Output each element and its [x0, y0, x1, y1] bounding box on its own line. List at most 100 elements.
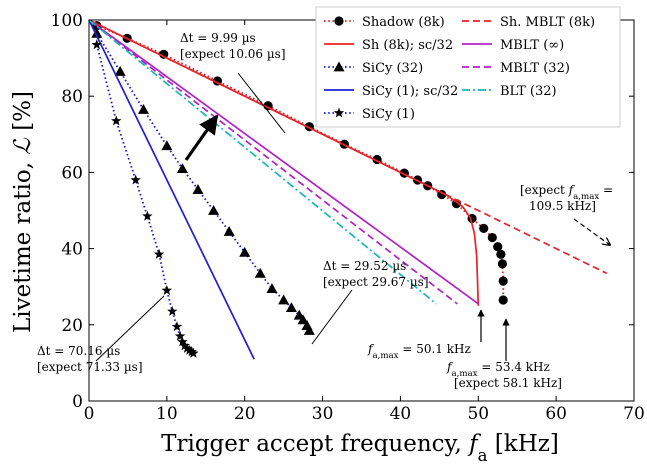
data-point [181, 342, 193, 353]
legend-label: MBLT (∞) [500, 38, 564, 53]
annotation-pointer-0 [184, 114, 219, 161]
data-point [138, 104, 149, 114]
data-point [239, 246, 251, 257]
data-point [91, 39, 103, 50]
data-point [161, 285, 173, 295]
series-line-2 [96, 32, 311, 331]
y-axis-label-text: Livetime ratio, ℒ [%] [10, 91, 36, 333]
annotation-layer: Δt = 9.99 µs [expect 10.06 µs] Δt = 29.52 … [37, 31, 613, 390]
annotation-line: fa,max = 50.1 kHz [367, 342, 471, 361]
data-point [208, 205, 220, 215]
data-point [114, 65, 126, 76]
data-point [167, 305, 178, 316]
x-tick-label: 10 [156, 404, 178, 424]
x-tick-label: 20 [234, 404, 256, 424]
legend-label: SiCy (1) [362, 107, 415, 122]
annotation-fmax1: fa,max = 50.1 kHz [367, 342, 471, 361]
legend: Shadow (8k) Sh (8k); sc/32 SiCy (32) SiCy (… [315, 6, 621, 128]
series-line-6 [88, 19, 479, 305]
data-point [91, 27, 103, 38]
data-point [184, 344, 195, 355]
annotation-line: [expect 58.1 kHz] [454, 376, 562, 390]
y-tick-label: 0 [72, 392, 83, 412]
legend-entry-1: Sh (8k); sc/32 [324, 38, 453, 53]
legend-label: Shadow (8k) [362, 15, 445, 30]
x-axis-label-text: Trigger accept frequency, fa [kHz] [161, 431, 559, 465]
x-tick-label: 70 [623, 404, 645, 424]
data-point [278, 294, 290, 305]
x-tick-label: 0 [84, 404, 95, 424]
annotation-line: Δt = 29.52 µs [323, 259, 406, 273]
annotation-pointer-2 [311, 289, 353, 345]
legend-entry-2: SiCy (32) [324, 61, 423, 76]
legend-marker [334, 16, 344, 26]
annotation-dt1: Δt = 9.99 µs [expect 10.06 µs] [180, 31, 286, 61]
series-3 [88, 19, 255, 360]
series-8 [88, 19, 437, 305]
series-line-5 [88, 19, 608, 275]
legend-entry-3: SiCy (1); sc/32 [324, 84, 458, 99]
annotation-line: [expect 71.33 µs] [37, 360, 143, 374]
data-point [111, 115, 122, 126]
annotation-pointer-1 [237, 72, 286, 134]
data-point [159, 49, 169, 59]
annotation-line: fa,max = 53.4 kHz [446, 360, 550, 379]
legend-label: BLT (32) [500, 84, 557, 99]
legend-entry-7: MBLT (32) [462, 61, 570, 76]
x-tick-label: 30 [312, 404, 334, 424]
data-point [161, 140, 173, 151]
y-tick-label: 60 [61, 163, 83, 183]
data-point [130, 174, 141, 185]
legend-entry-0: Shadow (8k) [324, 15, 445, 30]
series-line-7 [88, 19, 458, 305]
data-point [254, 267, 266, 278]
data-point [188, 347, 199, 358]
data-point [142, 210, 153, 221]
annotation-dt3: Δt = 70.16 µs [expect 71.33 µs] [37, 344, 143, 374]
annotation-pointer-3 [95, 295, 165, 362]
series-layer [88, 19, 608, 360]
series-line-8 [88, 19, 437, 305]
annotation-line: [expect 10.06 µs] [180, 47, 286, 61]
annotation-line: [expect 29.67 µs] [323, 275, 429, 289]
annotation-pointer-6 [573, 218, 610, 245]
series-line-3 [88, 19, 255, 360]
annotation-line: 109.5 kHz] [529, 199, 596, 213]
annotation-fmax3: [expect fa,max =109.5 kHz] [520, 183, 613, 213]
legend-entry-5: Sh. MBLT (8k) [462, 15, 595, 30]
legend-label: Sh (8k); sc/32 [362, 38, 453, 53]
data-point [285, 302, 297, 313]
annotation-fmax2: fa,max = 53.4 kHz[expect 58.1 kHz] [446, 360, 562, 390]
data-point [153, 248, 165, 259]
data-point [174, 330, 186, 341]
legend-entry-8: BLT (32) [462, 84, 557, 99]
y-tick-label: 20 [61, 316, 83, 336]
series-line-4 [95, 44, 194, 355]
data-point [186, 346, 197, 357]
data-point [498, 276, 508, 286]
series-2 [91, 27, 315, 335]
legend-marker [333, 61, 345, 72]
legend-marker [333, 107, 345, 118]
data-point [303, 325, 315, 335]
data-point [176, 163, 188, 173]
legend-label: MBLT (32) [500, 61, 570, 76]
annotation-line: Δt = 9.99 µs [180, 31, 256, 45]
data-point [177, 336, 188, 347]
legend-label: Sh. MBLT (8k) [500, 15, 595, 30]
data-point [297, 314, 309, 325]
annotation-dt2: Δt = 29.52 µs [expect 29.67 µs] [323, 259, 429, 289]
series-6 [88, 19, 479, 305]
y-tick-label: 100 [51, 11, 83, 31]
series-7 [88, 19, 458, 305]
data-point [223, 225, 235, 236]
data-point [171, 321, 183, 332]
data-point [498, 295, 508, 305]
series-5 [88, 19, 608, 275]
legend-entry-4: SiCy (1) [324, 107, 415, 122]
data-point [179, 340, 190, 351]
x-tick-label: 50 [467, 404, 489, 424]
annotation-line: Δt = 70.16 µs [37, 344, 120, 358]
x-tick-label: 40 [390, 404, 412, 424]
